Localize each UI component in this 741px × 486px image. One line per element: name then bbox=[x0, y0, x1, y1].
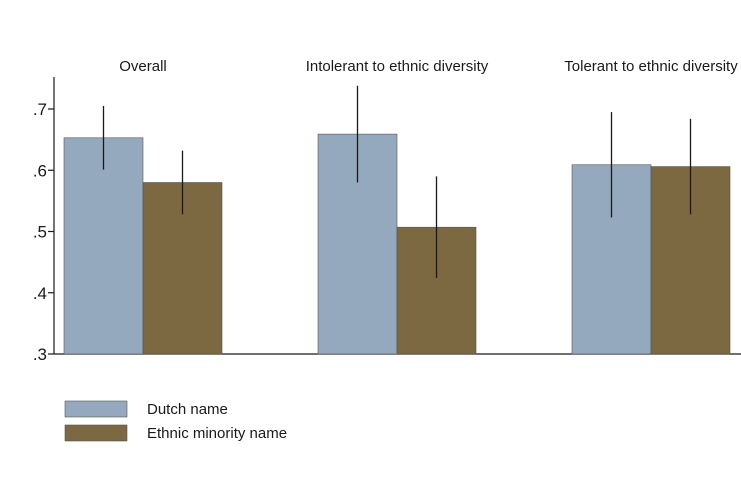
legend-swatch bbox=[64, 424, 128, 442]
panel-title-tolerant: Tolerant to ethnic diversity bbox=[564, 58, 738, 75]
y-tick-label: .3 bbox=[33, 345, 47, 364]
y-tick-label: .4 bbox=[33, 284, 47, 303]
bar bbox=[63, 137, 144, 355]
y-tick-label: .5 bbox=[33, 223, 47, 242]
panel-titles: Overall Intolerant to ethnic diversity T… bbox=[119, 58, 738, 75]
panel-title-overall: Overall bbox=[119, 58, 167, 75]
error-bars-group bbox=[102, 85, 692, 279]
legend-label: Dutch name bbox=[147, 401, 228, 418]
legend-label: Ethnic minority name bbox=[147, 425, 287, 442]
y-tick-label: .6 bbox=[33, 161, 47, 180]
legend-swatch bbox=[64, 400, 128, 418]
panel-title-intolerant: Intolerant to ethnic diversity bbox=[306, 58, 489, 75]
bars-group bbox=[63, 133, 731, 355]
y-tick-label: .7 bbox=[33, 100, 47, 119]
legend: Dutch name Ethnic minority name bbox=[64, 400, 287, 442]
